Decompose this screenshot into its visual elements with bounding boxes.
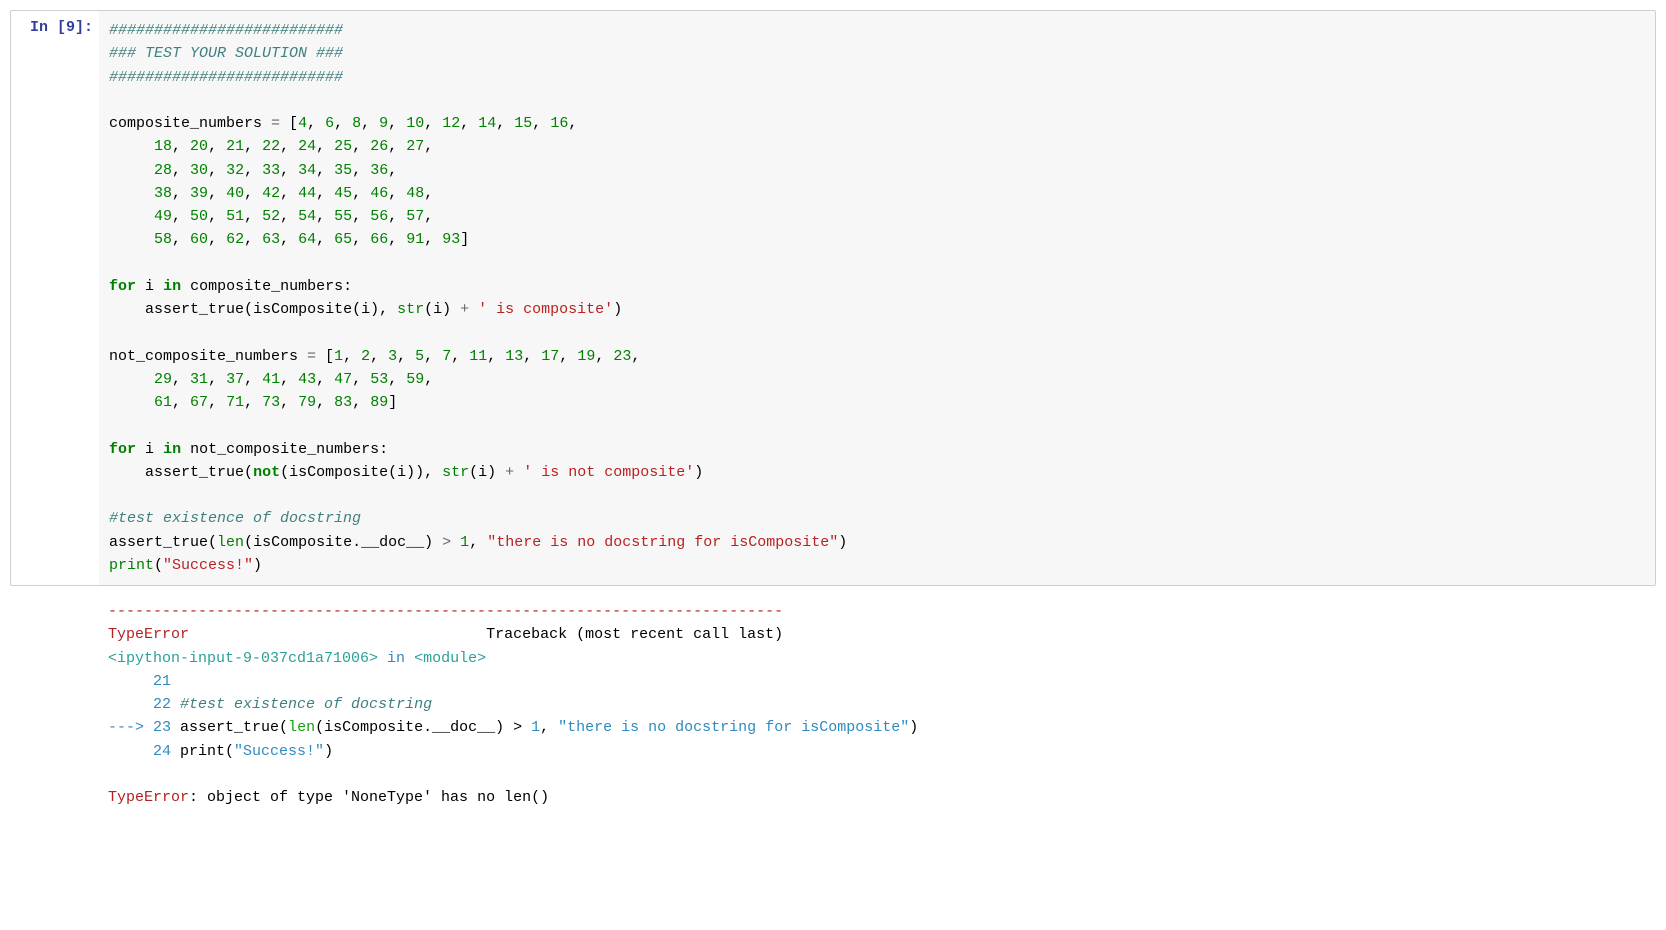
variable: i [145,441,154,458]
attr: __doc__ [361,534,424,551]
builtin: str [442,464,469,481]
traceback-in: in [378,650,414,667]
builtin-print: print [109,557,154,574]
line-number: 24 [153,743,180,760]
operator: + [496,464,523,481]
variable: composite_numbers [190,278,343,295]
tb-string: "Success!" [234,743,324,760]
func-call: isComposite [253,301,352,318]
tb-code: print( [180,743,234,760]
number: 1 [460,534,469,551]
comment-line: #test existence of docstring [180,696,432,713]
line-number: 23 [153,719,180,736]
traceback-label: Traceback (most recent call last) [486,626,783,643]
code-input-area[interactable]: ########################## ### TEST YOUR… [99,11,1655,585]
builtin: str [397,301,424,318]
comment-line: #test existence of docstring [109,510,361,527]
code-cell: In [9]: ########################## ### T… [10,10,1656,586]
output-cell: ----------------------------------------… [10,592,1656,817]
tb-code: assert_true( [180,719,288,736]
colon: : [343,278,352,295]
line-number: 21 [153,673,171,690]
func-call: assert_true [145,464,244,481]
traceback-output: ----------------------------------------… [98,592,1656,817]
string-literal: "Success!" [163,557,253,574]
output-prompt-spacer [10,592,98,817]
variable: i [145,278,154,295]
variable: composite_numbers [109,115,262,132]
tb-num: 1 [531,719,540,736]
keyword-for: for [109,278,136,295]
variable: not_composite_numbers [109,348,298,365]
operator: = [262,115,289,132]
colon: : [379,441,388,458]
keyword-for: for [109,441,136,458]
tb-string: "there is no docstring for isComposite" [558,719,909,736]
tb-code: ) [324,743,333,760]
string-literal: ' is composite' [478,301,613,318]
comment-line: ### TEST YOUR SOLUTION ### [109,45,343,62]
comment-line: ########################## [109,69,343,86]
input-prompt: In [9]: [11,11,99,585]
error-type: TypeError [108,626,189,643]
func-call: assert_true [145,301,244,318]
tb-code: , [540,719,558,736]
tb-code: ) [909,719,918,736]
keyword-in: in [163,441,181,458]
numbers-list: [4, 6, 8, 9, 10, 12, 14, 15, 16, [289,115,577,132]
operator: > [433,534,460,551]
error-type-final: TypeError [108,789,189,806]
keyword-in: in [163,278,181,295]
tb-code: (isComposite.__doc__) > [315,719,531,736]
comment-line: ########################## [109,22,343,39]
traceback-module: <module> [414,650,486,667]
builtin: len [217,534,244,551]
keyword-not: not [253,464,280,481]
traceback-file: <ipython-input-9-037cd1a71006> [108,650,378,667]
variable: not_composite_numbers [190,441,379,458]
traceback-separator: ----------------------------------------… [108,603,783,620]
operator: + [451,301,478,318]
string-literal: "there is no docstring for isComposite" [487,534,838,551]
line-number: 22 [153,696,180,713]
traceback-arrow: ---> [108,719,153,736]
func-call: isComposite [289,464,388,481]
operator: = [298,348,325,365]
tb-builtin: len [288,719,315,736]
string-literal: ' is not composite' [523,464,694,481]
func-call: isComposite [253,534,352,551]
func-call: assert_true [109,534,208,551]
error-message: : object of type 'NoneType' has no len() [189,789,549,806]
